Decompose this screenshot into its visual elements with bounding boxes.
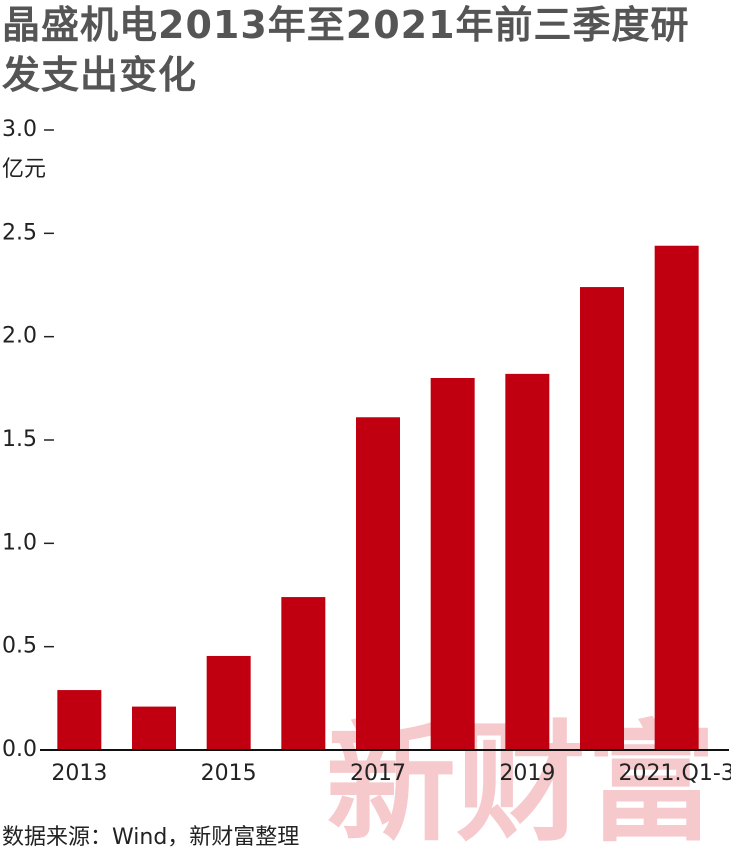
bar [505,373,550,750]
bar [580,287,624,750]
y-tick-label: 3.0 [2,117,37,142]
bar [132,706,176,750]
bar [356,417,400,750]
source: 数据来源：Wind，新财富整理 [2,825,299,850]
x-tick-label: 2017 [350,761,406,786]
y-tick-label: 1.5 [2,427,37,452]
y-axis-unit: 亿元 [2,157,46,182]
chart-title: 晶盛机电2013年至2021年前三季度研发支出变化 [2,3,690,97]
y-tick-label: 0.5 [2,634,37,659]
bar [281,597,326,750]
bar [430,378,475,750]
x-tick-label: 2015 [201,761,257,786]
y-tick-label: 2.0 [2,324,37,349]
y-tick-label: 0.0 [2,737,37,762]
bar [206,655,251,750]
x-tick-label: 2021.Q1-3 [619,761,731,786]
y-tick-label: 1.0 [2,530,37,555]
bar [654,245,699,750]
x-tick-label: 2019 [499,761,555,786]
y-tick-label: 2.5 [2,220,37,245]
x-tick-label: 2013 [51,761,107,786]
bar [57,690,102,750]
